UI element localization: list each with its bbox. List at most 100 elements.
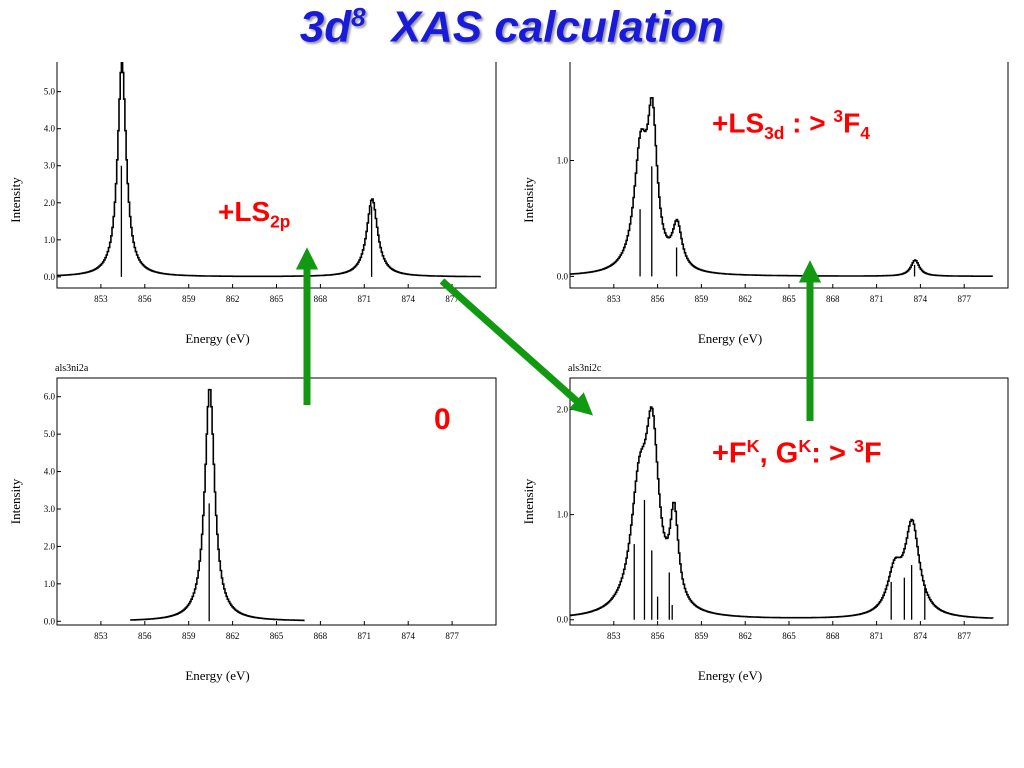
y-tick-label: 2.0 xyxy=(44,198,56,208)
x-tick-label: 859 xyxy=(182,294,196,304)
y-tick-label: 0.0 xyxy=(44,616,56,626)
ls3d-sub: 3d xyxy=(764,122,785,143)
x-tick-label: 865 xyxy=(782,631,796,641)
fg-part2: , G xyxy=(759,437,799,470)
spectrum-curve xyxy=(570,97,993,277)
fg-part4: F xyxy=(864,437,882,470)
panel-top-left: 0.0 1.0 2.0 3.0 4.0 5.0 853 856 859 862 865 868 871 8… xyxy=(8,62,497,346)
x-tick-label: 856 xyxy=(651,631,665,641)
x-tick-label: 853 xyxy=(94,631,108,641)
panel-bottom-right: als3ni2c 0.0 1.0 2.0 853 856 859 862 865 868 871 87… xyxy=(521,363,1009,683)
y-tick-label: 1.0 xyxy=(557,156,569,166)
x-tick-label: 868 xyxy=(314,631,328,641)
x-axis-label: Energy (eV) xyxy=(698,331,762,346)
ls3d-term: F xyxy=(843,107,861,139)
x-tick-label: 877 xyxy=(957,294,971,304)
title-rest: XAS calculation xyxy=(391,2,725,52)
x-tick-label: 871 xyxy=(358,294,372,304)
y-tick-label: 5.0 xyxy=(44,87,56,97)
x-tick-label: 856 xyxy=(138,294,152,304)
annotation-ls2p: +LS2p xyxy=(218,196,290,233)
x-tick-label: 868 xyxy=(826,294,840,304)
ls3d-sub2: 4 xyxy=(860,122,870,143)
plot-frame xyxy=(56,62,497,289)
ls3d-mid: : > xyxy=(784,107,834,139)
x-tick-label: 853 xyxy=(94,294,108,304)
title-main: 3d xyxy=(299,2,352,52)
spectrum-curve xyxy=(570,406,994,619)
y-tick-label: 3.0 xyxy=(44,161,56,171)
panel-title: als3ni2c xyxy=(568,363,602,374)
x-tick-label: 862 xyxy=(738,631,752,641)
x-tick-label: 877 xyxy=(957,631,971,641)
y-tick-label: 0.0 xyxy=(557,271,569,281)
title-superscript: 8 xyxy=(351,2,366,32)
ls3d-base: +LS xyxy=(712,107,765,139)
y-axis-label: Intensity xyxy=(8,478,23,524)
ls2p-sub: 2p xyxy=(270,211,291,232)
x-tick-label: 871 xyxy=(358,631,372,641)
y-tick-label: 1.0 xyxy=(557,510,569,520)
x-tick-label: 859 xyxy=(695,631,709,641)
ls3d-sup: 3 xyxy=(833,106,844,126)
x-axis-label: Energy (eV) xyxy=(698,668,762,683)
annotation-ls3d: +LS3d : > 3F4 xyxy=(712,106,870,144)
x-tick-label: 853 xyxy=(607,294,621,304)
spectrum-panels: 0.0 1.0 2.0 3.0 4.0 5.0 853 856 859 862 865 868 871 8… xyxy=(8,62,1009,683)
x-tick-label: 877 xyxy=(445,631,459,641)
spectrum-curve xyxy=(57,62,481,278)
x-tick-label: 874 xyxy=(914,631,928,641)
y-axis-label: Intensity xyxy=(8,177,23,223)
fg-sup2: K xyxy=(798,436,812,456)
panel-title: als3ni2a xyxy=(55,363,89,374)
y-tick-label: 6.0 xyxy=(44,392,56,402)
y-tick-label: 0.0 xyxy=(557,615,569,625)
x-axis-label: Energy (eV) xyxy=(185,331,249,346)
plot-frame xyxy=(569,377,1009,626)
x-tick-label: 859 xyxy=(182,631,196,641)
x-tick-label: 853 xyxy=(607,631,621,641)
y-tick-label: 3.0 xyxy=(44,504,56,514)
fg-sup1: K xyxy=(746,436,760,456)
y-axis-label: Intensity xyxy=(521,177,536,223)
spectrum-curve xyxy=(130,388,305,622)
y-tick-label: 2.0 xyxy=(557,405,569,415)
panel-bottom-left: als3ni2a 0.0 1.0 2.0 3.0 4.0 5.0 6.0 853 856 859 86… xyxy=(8,363,497,683)
y-axis-label: Intensity xyxy=(521,478,536,524)
x-tick-label: 874 xyxy=(401,294,415,304)
y-tick-label: 1.0 xyxy=(44,579,56,589)
x-tick-label: 862 xyxy=(226,294,240,304)
y-tick-label: 1.0 xyxy=(44,235,56,245)
x-tick-label: 865 xyxy=(270,294,284,304)
x-tick-label: 865 xyxy=(782,294,796,304)
x-tick-label: 871 xyxy=(870,631,884,641)
x-tick-label: 862 xyxy=(226,631,240,641)
x-tick-label: 871 xyxy=(870,294,884,304)
y-tick-label: 4.0 xyxy=(44,124,56,134)
y-tick-label: 4.0 xyxy=(44,467,56,477)
x-tick-label: 865 xyxy=(270,631,284,641)
x-tick-label: 874 xyxy=(914,294,928,304)
annotation-zero: 0 xyxy=(434,403,451,436)
y-tick-label: 0.0 xyxy=(44,272,56,282)
ls2p-base: +LS xyxy=(218,196,271,227)
x-tick-label: 859 xyxy=(695,294,709,304)
fg-part1: +F xyxy=(712,437,747,470)
x-tick-label: 856 xyxy=(138,631,152,641)
x-tick-label: 862 xyxy=(738,294,752,304)
page-title: 3d8 XAS calculation xyxy=(0,2,1024,53)
panel-top-right: 0.0 1.0 853 856 859 862 865 868 871 874 877 Energy … xyxy=(521,62,1009,346)
annotation-fk-gk: +FK, GK: > 3F xyxy=(712,436,882,471)
x-tick-label: 868 xyxy=(314,294,328,304)
x-tick-label: 856 xyxy=(651,294,665,304)
fg-part3: : > xyxy=(811,437,855,470)
plot-frame xyxy=(56,377,497,626)
x-tick-label: 868 xyxy=(826,631,840,641)
x-axis-label: Energy (eV) xyxy=(185,668,249,683)
x-tick-label: 877 xyxy=(445,294,459,304)
transition-arrows xyxy=(295,247,822,421)
arrow-diagonal-to-full xyxy=(439,278,594,416)
fg-sup3: 3 xyxy=(854,436,865,456)
y-tick-label: 5.0 xyxy=(44,429,56,439)
